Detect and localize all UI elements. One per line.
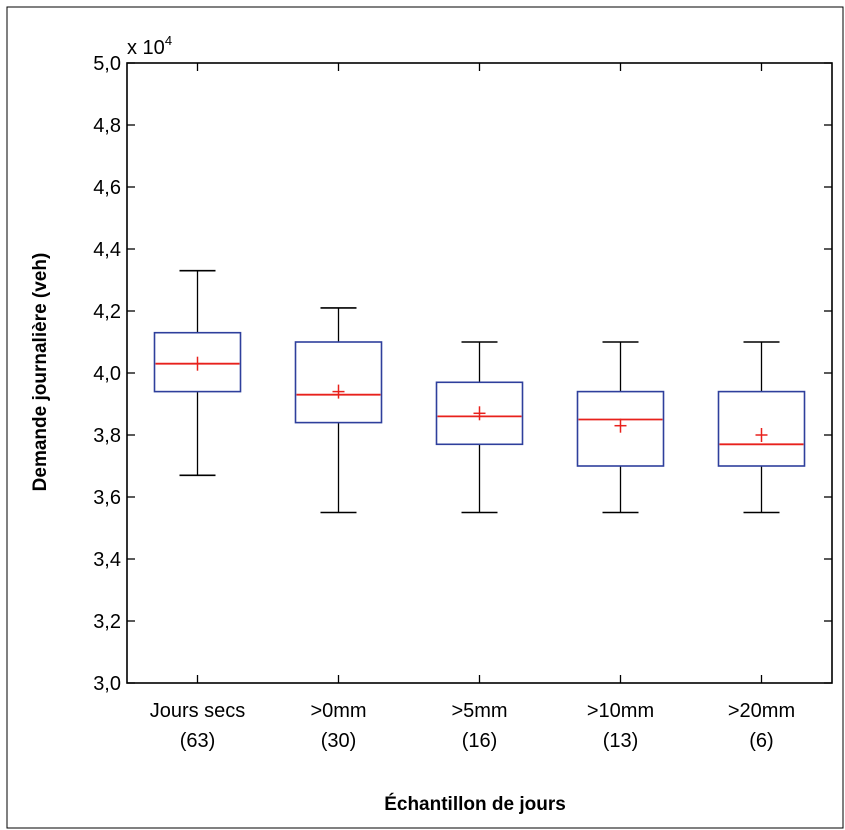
y-tick-label: 4,6 [93,177,121,199]
y-tick-label: 4,0 [93,363,121,385]
box-group [576,341,665,514]
y-tick-label: 3,6 [93,487,121,509]
y-tick-label: 5,0 [93,53,121,75]
x-axis-title: Échantillon de jours [384,793,566,815]
y-tick-label: 3,2 [93,611,121,633]
box-group [717,341,806,514]
box-group [435,341,524,514]
x-category-count: (63) [180,730,216,752]
y-tick-label: 3,4 [93,549,121,571]
y-tick-label: 4,2 [93,301,121,323]
y-tick-label: 3,8 [93,425,121,447]
figure-border [6,6,844,829]
iqr-box [294,341,383,424]
y-axis: 3,0 3,2 3,4 3,6 3,8 4,0 4,2 4,4 4,6 4,8 5,0 [93,53,832,695]
x-axis: Jours secs (63) >0mm (30) >5mm (16) >10mm (13) >… [150,63,795,752]
y-multiplier-exponent: 4 [165,33,172,48]
y-tick-label: 4,4 [93,239,121,261]
x-category-label: >0mm [310,700,366,722]
x-category-count: (16) [462,730,498,752]
box-series [153,269,806,514]
x-category-count: (6) [749,730,773,752]
y-tick-label: 4,8 [93,115,121,137]
x-category-count: (13) [603,730,639,752]
y-multiplier-label: x 104 [127,33,172,59]
x-category-label: >20mm [728,700,795,722]
y-tick-label: 3,0 [93,673,121,695]
y-axis-title: Demande journalière (veh) [30,253,51,492]
box-group [294,307,383,514]
x-category-count: (30) [321,730,357,752]
box-group [153,269,242,477]
x-category-label: >5mm [451,700,507,722]
x-category-label: >10mm [587,700,654,722]
x-category-label: Jours secs [150,700,246,722]
